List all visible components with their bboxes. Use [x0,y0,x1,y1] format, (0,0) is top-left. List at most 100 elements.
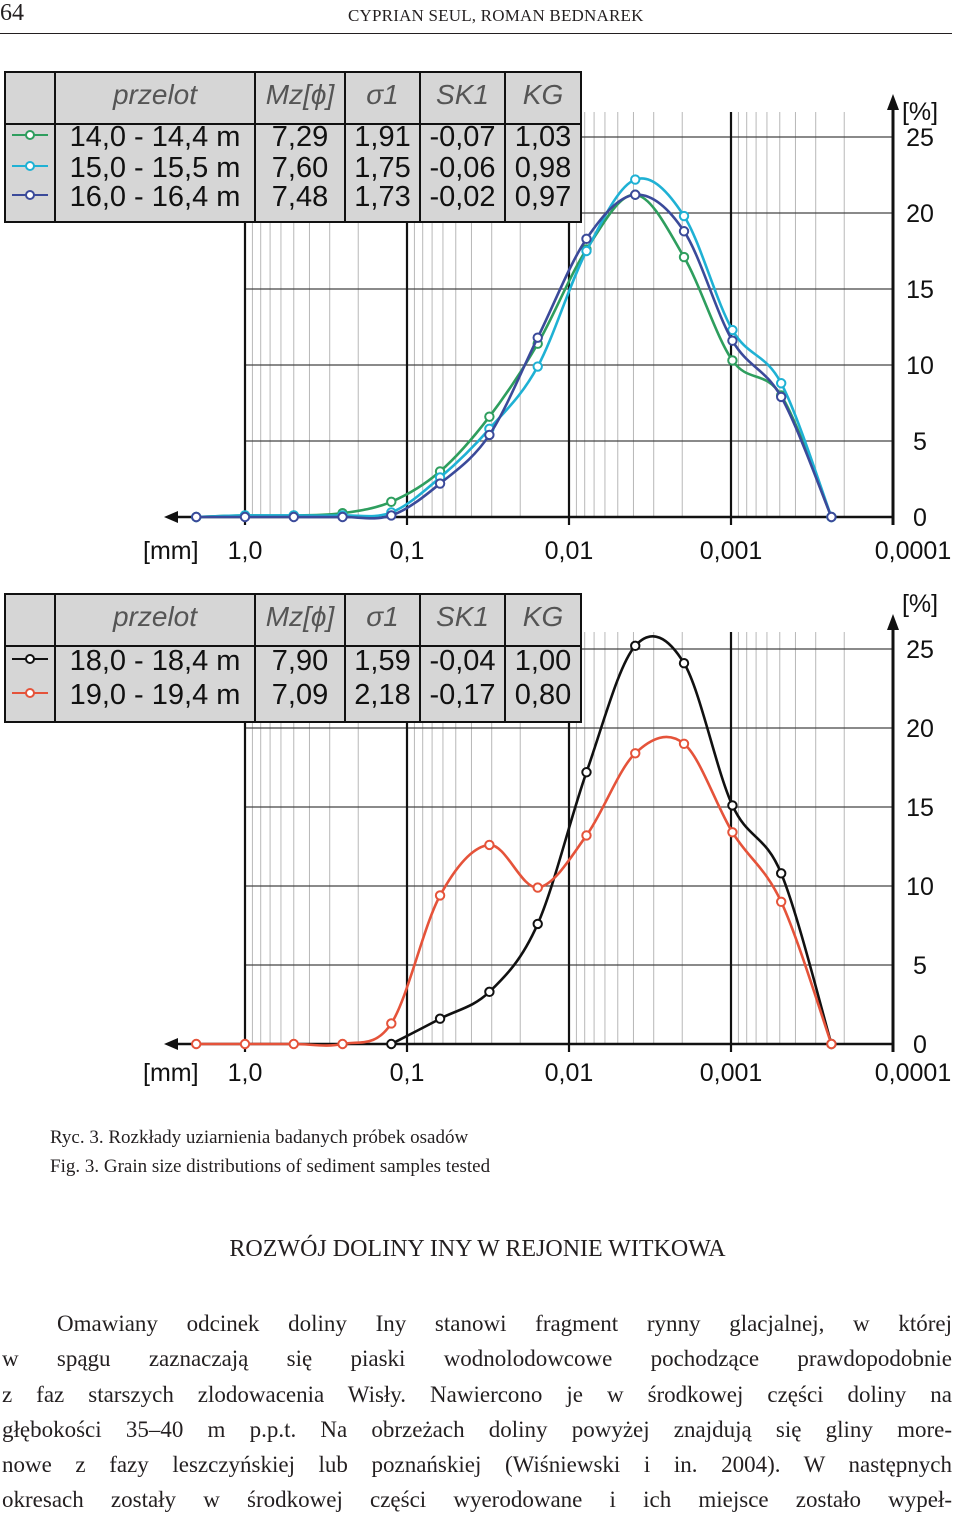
data-point [581,767,592,778]
x-axis-label: [mm] [143,1059,199,1087]
data-point [630,748,641,759]
data-point [775,896,787,907]
table-cell: 7,29 [272,121,328,153]
table-background [4,593,582,723]
y-tick-label: 5 [913,428,927,456]
legend-marker [25,130,35,140]
data-point [337,511,348,523]
series-line [196,193,833,519]
series-15-0-15-5- [191,174,837,523]
body-paragraph: Omawiany odcinek doliny Iny stanowi frag… [2,1306,952,1518]
x-axis-arrow [164,511,178,523]
y-tick-label: 5 [913,952,927,980]
data-point [532,361,543,372]
y-tick-label: 15 [906,794,934,822]
x-tick-label: 0,001 [700,537,763,565]
body-line: w spągu zaznaczają się piaski wodnolodow… [2,1346,952,1372]
y-tick-label: 0 [913,504,927,532]
stats-table: przelot Mz[ϕ] σ1 SK1 KG 18,0 - 18,4 m 7,90 1,59… [4,593,582,723]
table-cell: 7,60 [272,152,328,184]
data-point [678,226,690,237]
data-point [775,391,787,403]
table-cell: 0,98 [515,152,571,184]
table-cell: -0,04 [429,645,495,677]
data-point [581,830,592,841]
y-tick-label: 25 [906,636,934,664]
y-tick-label: 10 [906,873,934,901]
table-cell: 15,0 - 15,5 m [70,152,241,184]
series-line [196,193,833,520]
x-tick-label: 0,1 [390,537,425,565]
x-tick-label: 0,1 [390,1059,425,1087]
table-header: przelot [112,601,198,632]
x-axis-label: [mm] [143,537,199,565]
data-point [581,245,592,257]
y-tick-label: 15 [906,276,934,304]
data-point [775,378,787,389]
body-line: z faz starszych zlodowacenia Wisły. Nawi… [2,1381,952,1407]
data-point [678,738,690,750]
table-cell: 7,09 [272,679,328,711]
table-cell: -0,06 [429,152,495,184]
data-point [678,251,690,263]
y-tick-label: 25 [906,124,934,152]
body-line: okresach zostały w środkowej części wyer… [2,1487,952,1513]
x-tick-label: 1,0 [228,1059,263,1087]
table-header: przelot [112,79,198,110]
table-header: SK1 [436,79,489,110]
x-tick-label: 0,01 [545,537,594,565]
data-point [191,1038,202,1050]
data-point [484,839,495,851]
x-tick-label: 0,0001 [875,1059,951,1087]
data-point [581,233,592,245]
body-line: głębokości 35–40 m p.p.t. Na obrzeżach d… [2,1416,952,1442]
legend-marker [25,161,35,171]
data-point [484,411,495,422]
legend-marker [25,190,35,200]
data-point [727,355,738,366]
y-axis-label: [%] [902,590,938,618]
x-tick-label: 0,01 [545,1059,594,1087]
data-point [288,1038,299,1050]
table-background [4,71,582,223]
grain-size-chart-2: 1,0 0,1 0,01 0,001 0,0001 [mm] 0 5 10 15 20 25 [%] pr… [0,584,960,1094]
data-point [386,510,397,521]
table-cell: 1,73 [354,181,410,213]
y-axis-arrow [887,94,899,110]
data-point [727,827,738,838]
data-point [191,511,202,523]
section-title: ROZWÓJ DOLINY INY W REJONIE WITKOWA [229,1236,726,1262]
table-cell: 2,18 [354,679,410,711]
table-header: Mz[ϕ] [266,79,336,110]
x-tick-label: 0,001 [700,1059,763,1087]
table-cell: 16,0 - 16,4 m [70,181,241,213]
data-point [386,1018,397,1029]
data-point [630,174,641,185]
stats-table: przelot Mz[ϕ] σ1 SK1 KG 14,0 - 14,4 m 7,29 1,91… [4,71,582,223]
table-cell: 0,80 [515,679,571,711]
chart-1-svg: 1,0 0,1 0,01 0,001 0,0001 [mm] 0 5 10 15 20 25[%] pr… [4,71,951,565]
table-cell: 1,91 [354,121,410,153]
series-19-0-19-4- [191,735,837,1050]
page-number: 64 [0,0,24,26]
table-header: KG [523,601,563,632]
data-point [630,189,641,200]
table-cell: -0,07 [429,121,495,153]
x-axis-arrow [164,1038,178,1050]
table-header: KG [523,79,563,110]
y-tick-label: 20 [906,200,934,228]
data-point [239,511,251,523]
y-axis-arrow [887,614,899,630]
data-point [484,429,495,441]
data-point [727,800,738,811]
data-point [337,1038,348,1050]
table-cell: -0,17 [429,679,495,711]
table-cell: 19,0 - 19,4 m [70,679,241,711]
data-point [386,1038,397,1050]
table-cell: 1,59 [354,645,410,677]
x-tick-label: 1,0 [228,537,263,565]
caption-en: Fig. 3. Grain size distributions of sedi… [50,1156,491,1177]
table-header: σ1 [366,79,398,110]
data-point [775,868,787,879]
y-tick-label: 20 [906,715,934,743]
